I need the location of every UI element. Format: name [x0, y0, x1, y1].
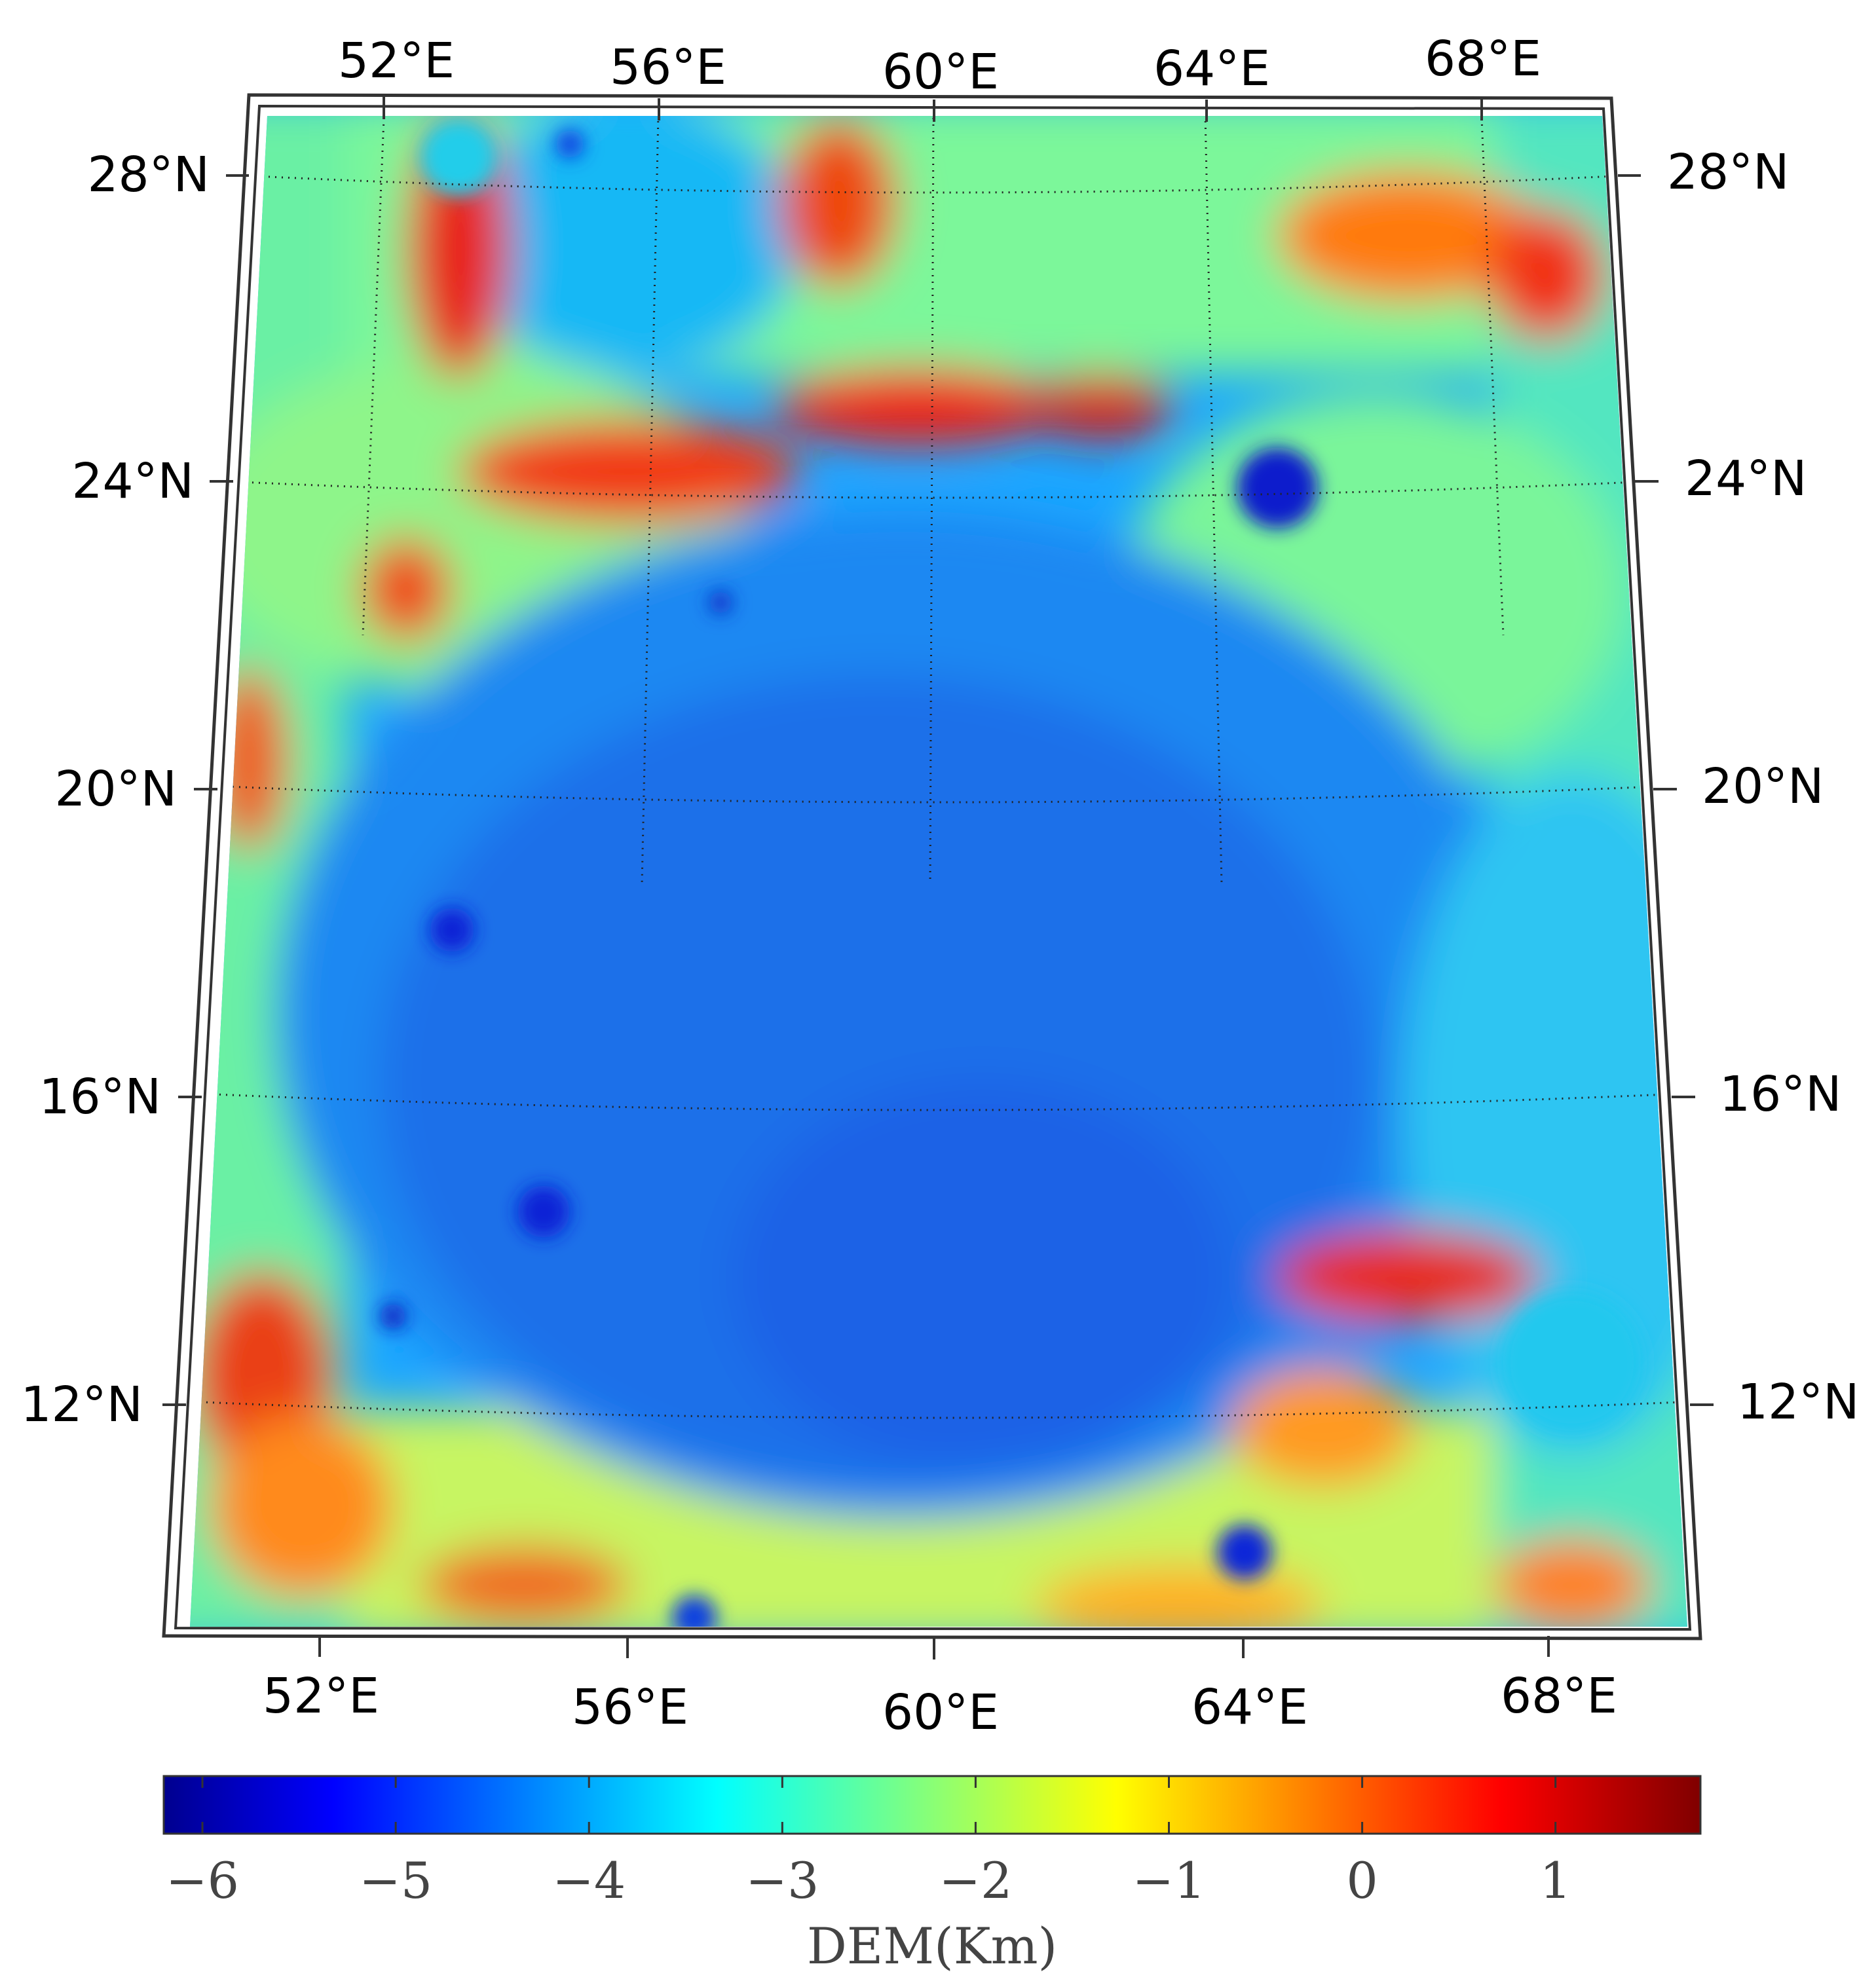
lon-label-bottom: 56°E: [572, 1679, 688, 1735]
lat-label-right: 24°N: [1685, 451, 1807, 507]
lon-label-top: 68°E: [1425, 31, 1541, 87]
bottom-longitude-labels: 52°E 56°E 60°E 64°E 68°E: [263, 1668, 1617, 1741]
colorbar-tick-label: −5: [359, 1851, 432, 1910]
colorbar-tick-label: 1: [1539, 1851, 1571, 1910]
colorbar-gradient: [162, 1775, 1702, 1835]
lon-label-bottom: 60°E: [882, 1684, 999, 1741]
left-latitude-labels: 28°N 24°N 20°N 16°N 12°N: [20, 147, 210, 1433]
colorbar-tick-label: −2: [939, 1851, 1012, 1910]
colorbar-title: DEM(Km): [807, 1917, 1057, 1975]
colorbar-tick-label: −3: [745, 1851, 819, 1910]
frame-ticks: [162, 97, 1714, 1659]
lat-label-right: 28°N: [1667, 144, 1790, 200]
colorbar-tick-label: −1: [1132, 1851, 1205, 1910]
top-longitude-labels: 52°E 56°E 60°E 64°E 68°E: [338, 31, 1541, 100]
lat-label-left: 12°N: [20, 1377, 143, 1433]
lat-label-left: 20°N: [54, 761, 177, 817]
lat-label-left: 16°N: [39, 1069, 161, 1125]
lon-label-bottom: 64°E: [1191, 1679, 1308, 1735]
map-frame-inner: [174, 104, 1692, 1631]
lon-label-top: 52°E: [338, 33, 455, 89]
right-latitude-labels: 28°N 24°N 20°N 16°N 12°N: [1667, 144, 1860, 1430]
lon-label-top: 56°E: [610, 39, 726, 96]
lon-label-bottom: 68°E: [1501, 1668, 1617, 1724]
colorbar: −6 −5 −4 −3 −2 −1 0 1 DEM(Km): [162, 1775, 1702, 1975]
graticule: [190, 116, 1687, 1419]
lat-label-left: 28°N: [87, 147, 210, 203]
dem-raster: [190, 116, 1687, 1627]
lon-label-top: 64°E: [1154, 41, 1270, 97]
lat-label-left: 24°N: [71, 453, 194, 510]
colorbar-tick-label: −4: [552, 1851, 626, 1910]
colorbar-tick-label: −6: [166, 1851, 239, 1910]
lat-label-right: 20°N: [1702, 758, 1824, 815]
lon-label-top: 60°E: [882, 44, 999, 100]
lat-label-right: 16°N: [1719, 1066, 1842, 1122]
map-frame-outer: [162, 93, 1702, 1640]
colorbar-tick-label: 0: [1346, 1851, 1378, 1910]
colorbar-ticks: −6 −5 −4 −3 −2 −1 0 1: [166, 1776, 1571, 1910]
lat-label-right: 12°N: [1737, 1374, 1860, 1430]
lon-label-bottom: 52°E: [263, 1668, 379, 1724]
